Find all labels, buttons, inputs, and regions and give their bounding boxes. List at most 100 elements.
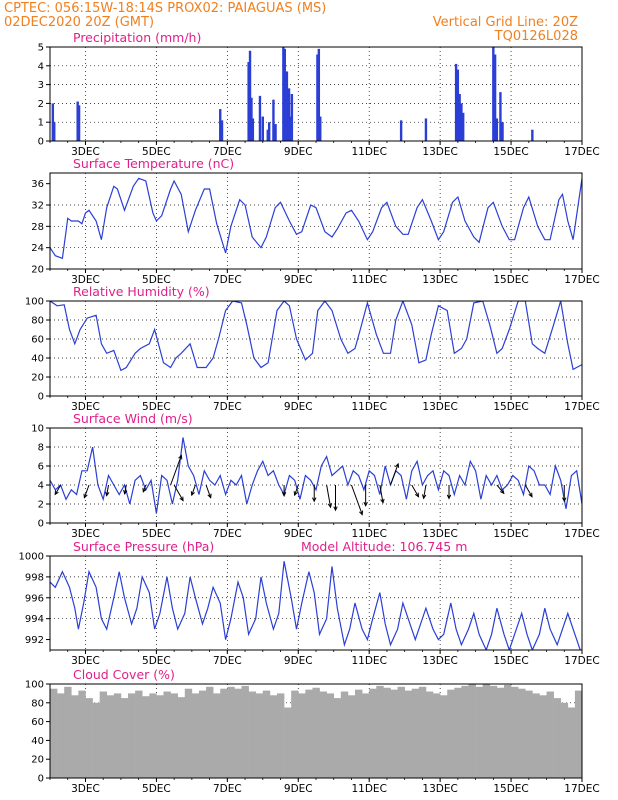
- precip-bar: [531, 129, 534, 141]
- cloud-bar: [503, 684, 512, 778]
- cloud-bar: [106, 695, 115, 778]
- x-tick-label: 5DEC: [142, 146, 171, 158]
- wind-line: [50, 437, 582, 514]
- precip-bar: [495, 118, 499, 141]
- y-tick-label: 36: [31, 179, 44, 190]
- wind-arrow-head: [190, 491, 195, 497]
- x-tick-label: 15DEC: [493, 655, 528, 667]
- x-tick-label: 7DEC: [213, 401, 242, 413]
- x-tick-label: 5DEC: [142, 783, 171, 795]
- wind-arrow-head: [207, 493, 212, 499]
- precip-bar: [266, 129, 269, 141]
- wind-arrow: [106, 484, 110, 496]
- cloud-bar: [305, 689, 313, 778]
- precip-bar: [456, 69, 460, 141]
- wind-arrow-head: [293, 491, 298, 497]
- wind-arrow: [173, 484, 184, 501]
- panel-annotation: Model Altitude: 106.745 m: [301, 539, 467, 554]
- y-tick-label: 998: [25, 572, 44, 583]
- x-tick-label: 3DEC: [71, 528, 100, 540]
- wind-arrow-head: [380, 498, 385, 504]
- cloud-bar: [574, 690, 582, 778]
- cloud-bar: [340, 691, 349, 778]
- cloud-bar: [560, 702, 569, 778]
- cloud-bar: [326, 693, 335, 778]
- cloud-bar: [411, 688, 420, 778]
- y-tick-label: 5: [38, 43, 44, 54]
- cloud-bar: [525, 690, 533, 778]
- plot-area: [50, 684, 582, 778]
- cloud-bar: [191, 693, 200, 778]
- y-tick-label: 4: [38, 481, 44, 492]
- wind-arrow-head: [562, 497, 567, 503]
- panel-rh: Relative Humidity (%) 0 20 40 60 80 100 3DEC 5DE…: [25, 284, 600, 413]
- wind-arrow-head: [179, 496, 184, 502]
- wind-arrow-head: [422, 494, 427, 500]
- wind-arrow-head: [178, 454, 183, 460]
- cloud-bar: [163, 691, 171, 778]
- wind-arrow-head: [499, 489, 505, 495]
- x-tick-label: 11DEC: [351, 655, 386, 667]
- precip-bar: [272, 99, 275, 141]
- x-tick-label: 13DEC: [422, 528, 457, 540]
- cloud-bar: [269, 695, 278, 778]
- precip-bar: [317, 48, 321, 141]
- cloud-bar: [454, 687, 462, 778]
- precip-bar: [251, 118, 255, 141]
- x-tick-label: 11DEC: [351, 274, 386, 286]
- wind-arrow: [142, 484, 147, 492]
- cloud-bar: [220, 688, 228, 778]
- y-tick-label: 0: [38, 392, 44, 403]
- wind-arrow: [54, 484, 62, 495]
- precip-bar: [250, 97, 253, 141]
- y-tick-label: 1000: [19, 552, 44, 563]
- cloud-bar: [319, 691, 327, 778]
- x-tick-label: 13DEC: [422, 274, 457, 286]
- x-tick-label: 7DEC: [213, 274, 242, 286]
- wind-arrow-head: [312, 497, 317, 503]
- x-tick-label: 17DEC: [564, 528, 599, 540]
- y-tick-label: 32: [31, 201, 44, 212]
- panel-cloud: Cloud Cover (%) 0 20 40 60 80 100 3DEC 5DEC 7DEC 9…: [25, 667, 600, 795]
- cloud-bar: [567, 707, 576, 778]
- precip-bar: [282, 47, 285, 141]
- panels: Precipitation (mm/h) 0 1 2 3 4 5 3DEC 5DEC 7DEC 9D…: [19, 30, 600, 795]
- cloud-bar: [496, 687, 505, 778]
- panel-title: Surface Temperature (nC): [73, 156, 234, 171]
- y-tick-label: 4: [38, 61, 44, 72]
- header-right1: Vertical Grid Line: 20Z: [433, 15, 578, 30]
- x-tick-label: 9DEC: [284, 783, 313, 795]
- cloud-bar: [475, 686, 483, 778]
- wind-arrow: [170, 455, 182, 486]
- precip-bar: [53, 122, 56, 141]
- y-tick-label: 2: [38, 500, 44, 511]
- plot-area: [50, 177, 582, 260]
- panel-pres: Surface Pressure (hPa) Model Altitude: 10…: [19, 539, 600, 667]
- x-tick-label: 9DEC: [284, 274, 313, 286]
- precip-bar: [461, 112, 465, 141]
- y-tick-label: 10: [31, 424, 44, 435]
- x-tick-label: 11DEC: [351, 783, 386, 795]
- y-tick-label: 0: [38, 774, 44, 785]
- x-tick-label: 7DEC: [213, 655, 242, 667]
- cloud-bar: [276, 693, 285, 778]
- cloud-bar: [170, 693, 178, 778]
- y-tick-label: 2: [38, 99, 44, 110]
- precip-bar: [247, 62, 250, 141]
- wind-arrow: [496, 484, 505, 494]
- precip-bar: [219, 109, 222, 141]
- precip-bar: [399, 120, 403, 141]
- cloud-bar: [113, 693, 122, 778]
- x-tick-label: 15DEC: [493, 146, 528, 158]
- wind-arrow-head: [142, 487, 147, 493]
- x-tick-label: 13DEC: [422, 401, 457, 413]
- x-tick-label: 3DEC: [71, 274, 100, 286]
- wind-arrow-head: [54, 490, 59, 496]
- cloud-bar: [57, 693, 65, 778]
- pres-line: [50, 561, 581, 650]
- precip-bar: [287, 88, 291, 141]
- cloud-bar: [142, 696, 150, 778]
- x-tick-label: 5DEC: [142, 401, 171, 413]
- cloud-bar: [532, 693, 540, 778]
